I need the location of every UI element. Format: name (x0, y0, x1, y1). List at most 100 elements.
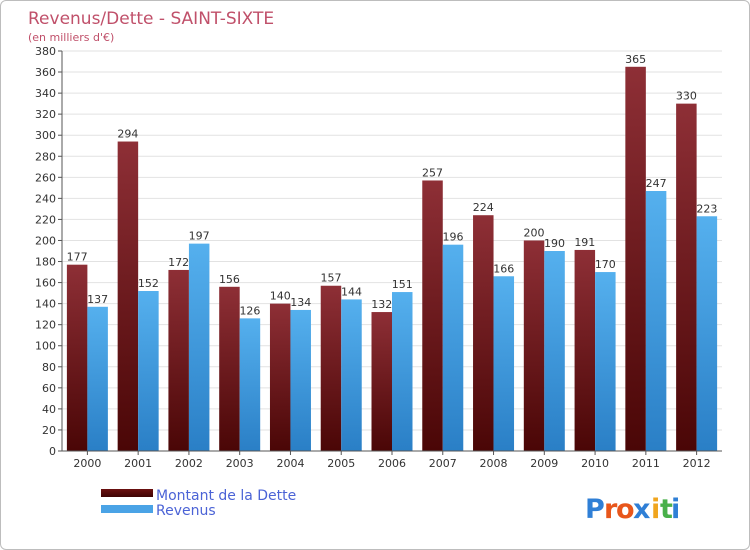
logo-letter: i (671, 494, 680, 525)
x-tick-label: 2006 (378, 457, 406, 470)
x-tick-label: 2010 (581, 457, 609, 470)
bar-revenus (544, 251, 565, 451)
bar-debt (422, 180, 443, 451)
chart-subtitle: (en milliers d'€) (28, 31, 114, 44)
bars (66, 66, 718, 452)
y-tick-label: 180 (35, 256, 56, 269)
data-label: 126 (239, 304, 260, 317)
x-axis-ticks: 2000 2001 2002 2003 2004 2005 2006 2007 2008 2009… (73, 451, 711, 470)
data-label: 247 (646, 177, 667, 190)
chart-title: Revenus/Dette - SAINT-SIXTE (28, 9, 274, 29)
bar-debt (574, 249, 596, 451)
data-label: 177 (67, 251, 88, 264)
bar-revenus (138, 291, 159, 451)
logo-letter: i (651, 494, 660, 525)
data-label: 200 (524, 226, 545, 239)
y-tick-label: 200 (35, 234, 56, 247)
x-tick-label: 2009 (530, 457, 558, 470)
y-tick-label: 320 (35, 108, 56, 121)
y-axis-ticks: 0 20 40 60 80 100 120 140 160 180 200 220 240 260 280 3… (35, 45, 62, 458)
x-tick-label: 2000 (73, 457, 101, 470)
bar-debt (371, 312, 392, 451)
bar-revenus (392, 292, 413, 451)
data-label: 330 (676, 90, 697, 103)
bar-revenus (645, 191, 667, 451)
bar-revenus (290, 309, 311, 451)
legend: Montant de la Dette Revenus (101, 488, 296, 519)
bar-debt (523, 240, 545, 451)
legend-swatch-debt (101, 489, 153, 497)
bar-debt (168, 269, 189, 451)
x-tick-label: 2012 (683, 457, 711, 470)
data-label: 224 (473, 201, 494, 214)
y-tick-label: 340 (35, 87, 56, 100)
bar-debt (66, 264, 88, 451)
y-tick-label: 260 (35, 171, 56, 184)
y-tick-label: 120 (35, 319, 56, 332)
bar-revenus (442, 244, 464, 451)
bar-revenus (595, 272, 616, 451)
y-tick-label: 60 (42, 382, 56, 395)
data-label: 166 (493, 262, 514, 275)
bar-revenus (493, 276, 515, 451)
data-label: 157 (320, 272, 341, 285)
bar-revenus (696, 216, 718, 451)
y-tick-label: 360 (35, 66, 56, 79)
data-label: 196 (443, 231, 464, 244)
y-tick-label: 380 (35, 45, 56, 58)
x-tick-label: 2002 (175, 457, 203, 470)
x-tick-label: 2004 (276, 457, 304, 470)
x-tick-label: 2005 (327, 457, 355, 470)
bar-revenus (341, 299, 362, 451)
y-tick-label: 20 (42, 424, 56, 437)
y-tick-label: 280 (35, 150, 56, 163)
bar-debt (117, 141, 139, 452)
x-tick-label: 2007 (429, 457, 457, 470)
x-tick-label: 2011 (632, 457, 660, 470)
data-label: 197 (189, 230, 210, 243)
bar-debt (219, 286, 240, 451)
bar-revenus (87, 306, 108, 451)
bar-revenus (239, 318, 261, 451)
data-label: 170 (595, 258, 616, 271)
data-label: 151 (392, 278, 413, 291)
data-label: 294 (117, 128, 138, 141)
data-label: 132 (371, 298, 392, 311)
x-tick-label: 2003 (226, 457, 254, 470)
data-label: 190 (544, 237, 565, 250)
data-label: 223 (696, 202, 717, 215)
y-tick-label: 240 (35, 192, 56, 205)
legend-label-debt: Montant de la Dette (156, 488, 296, 504)
bar-debt (269, 303, 291, 451)
y-tick-label: 140 (35, 298, 56, 311)
data-label: 134 (290, 296, 311, 309)
logo-letter: r (604, 494, 618, 525)
data-label: 156 (219, 273, 240, 286)
y-tick-label: 220 (35, 213, 56, 226)
y-tick-label: 300 (35, 129, 56, 142)
logo-letter: t (660, 494, 673, 525)
y-tick-label: 80 (42, 361, 56, 374)
logo-letter: P (585, 494, 605, 525)
data-label: 152 (138, 277, 159, 290)
y-tick-label: 160 (35, 277, 56, 290)
logo-letter: x (633, 494, 650, 525)
data-label: 257 (422, 166, 443, 179)
legend-label-revenus: Revenus (156, 503, 216, 519)
bar-revenus (188, 243, 210, 451)
bar-debt (676, 103, 697, 451)
data-label: 144 (341, 285, 362, 298)
bar-debt (625, 66, 646, 451)
x-tick-label: 2001 (124, 457, 152, 470)
data-label: 191 (574, 236, 595, 249)
data-label: 172 (168, 256, 189, 269)
bar-debt (320, 285, 342, 451)
data-label: 365 (625, 53, 646, 66)
x-tick-label: 2008 (480, 457, 508, 470)
legend-swatch-revenus (101, 505, 153, 513)
data-label: 137 (87, 293, 108, 306)
